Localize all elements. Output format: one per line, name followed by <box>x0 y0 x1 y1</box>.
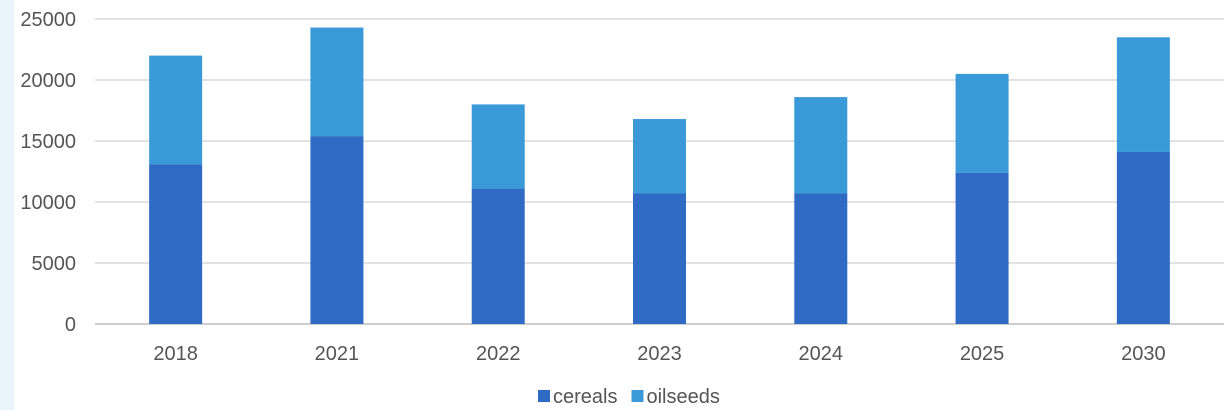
bar-oilseeds-2024 <box>794 97 848 194</box>
legend-label-oilseeds: oilseeds <box>646 386 719 408</box>
x-tick-label: 2018 <box>153 343 198 365</box>
bar-oilseeds-2021 <box>310 27 364 137</box>
bar-cereals-2022 <box>471 188 525 324</box>
y-tick-label: 20000 <box>20 70 76 92</box>
x-tick-label: 2022 <box>476 343 521 365</box>
bar-cereals-2024 <box>794 193 848 324</box>
legend-label-cereals: cereals <box>553 386 617 408</box>
legend-swatch-oilseeds <box>631 390 644 402</box>
y-tick-label: 25000 <box>20 9 76 31</box>
bar-oilseeds-2030 <box>1116 37 1170 152</box>
bar-cereals-2025 <box>955 172 1009 324</box>
bar-oilseeds-2025 <box>955 73 1009 173</box>
bar-cereals-2018 <box>149 164 203 324</box>
bar-oilseeds-2022 <box>471 104 525 189</box>
bar-cereals-2023 <box>633 193 686 324</box>
bar-oilseeds-2023 <box>633 119 686 194</box>
x-tick-label: 2024 <box>799 343 844 365</box>
y-axis: 0 5000 10000 15000 20000 25000 <box>20 9 76 336</box>
y-tick-label: 15000 <box>20 131 76 153</box>
bars <box>149 27 1170 324</box>
left-edge-strip <box>0 0 14 410</box>
x-tick-label: 2030 <box>1121 343 1166 365</box>
bar-cereals-2021 <box>310 136 364 324</box>
y-tick-label: 0 <box>65 314 76 336</box>
y-tick-label: 5000 <box>32 253 77 275</box>
legend: cereals oilseeds <box>538 386 720 408</box>
legend-swatch-cereals <box>538 390 550 402</box>
x-tick-label: 2023 <box>637 343 682 365</box>
x-tick-label: 2025 <box>960 343 1005 365</box>
y-tick-label: 10000 <box>20 192 76 214</box>
bar-oilseeds-2018 <box>149 55 203 165</box>
x-tick-label: 2021 <box>315 343 360 365</box>
bar-cereals-2030 <box>1116 151 1170 324</box>
x-axis: 2018 2021 2022 2023 2024 2025 2030 <box>153 343 1165 365</box>
